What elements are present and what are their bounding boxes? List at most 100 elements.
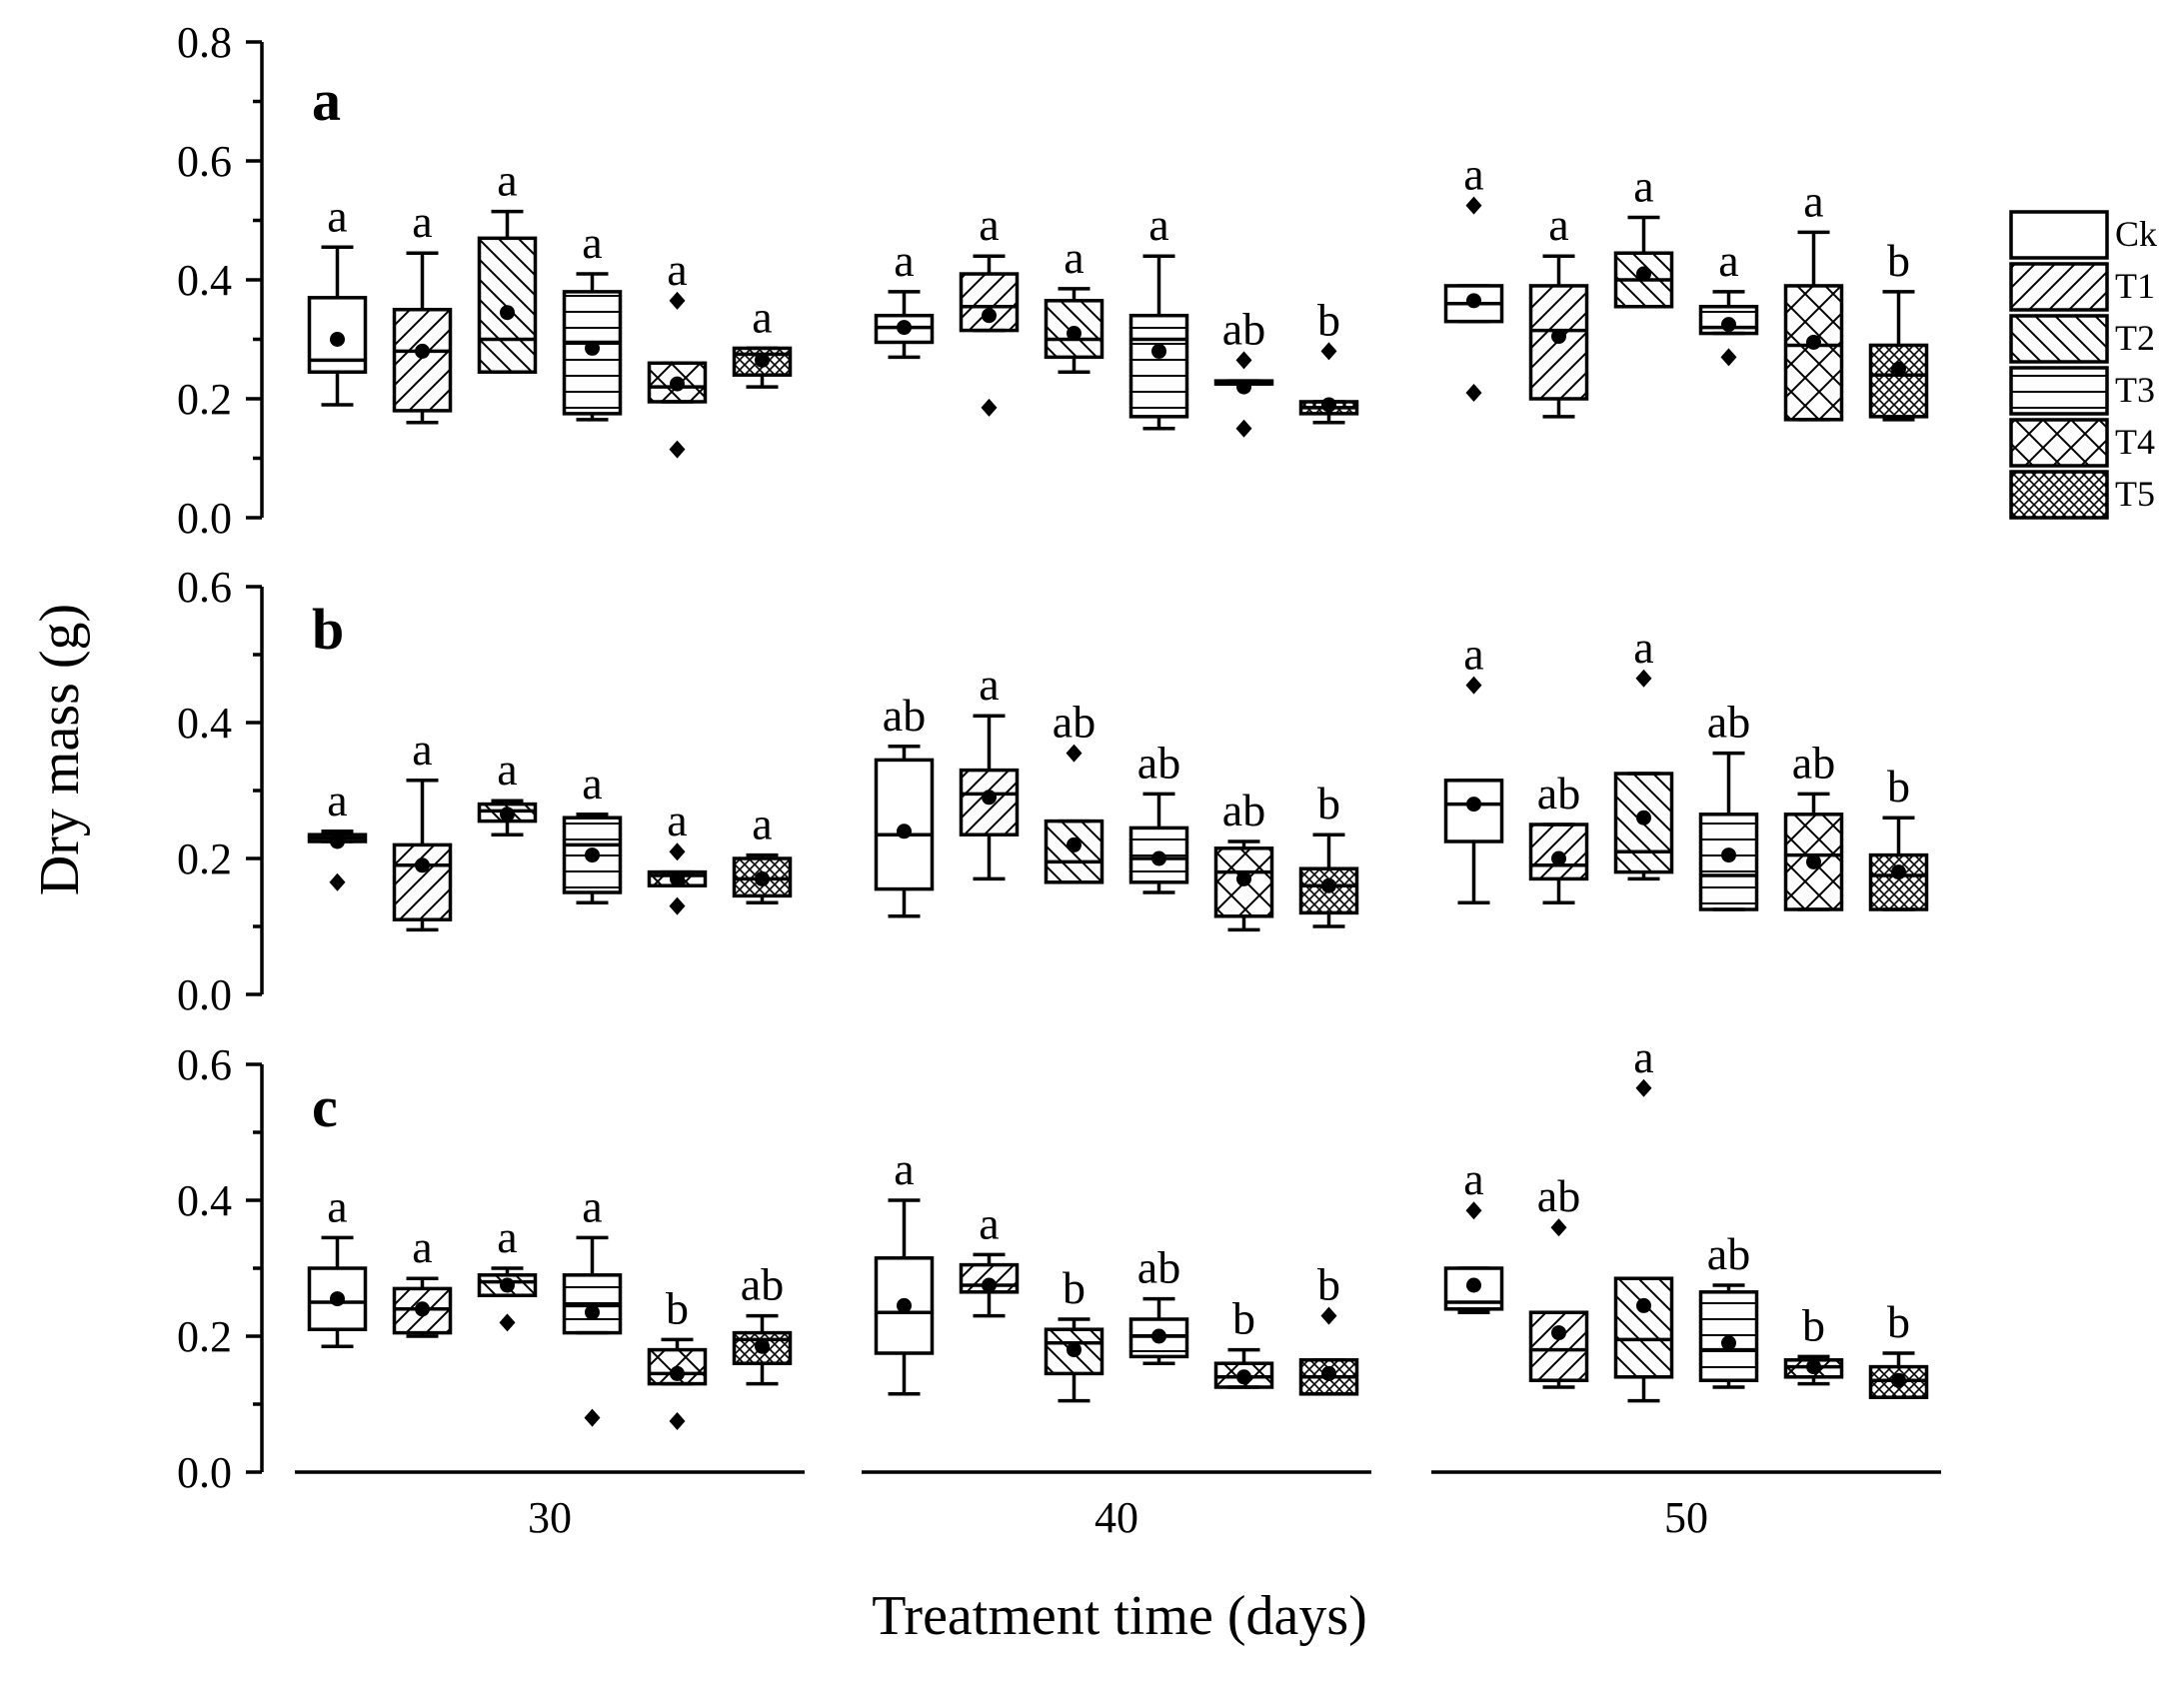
box-T2: a [1044,232,1104,374]
outlier-point [329,872,346,891]
box-T2: a [1613,622,1674,881]
outlier-point [669,291,686,310]
legend-item-T5: T5 [2009,470,2155,520]
outlier-point [1465,196,1482,215]
mean-point [330,834,345,849]
box-T1: a [959,199,1020,417]
panel-label: b [312,597,344,662]
box-T5: b [1298,1259,1359,1396]
x-tick-label: 50 [1664,1493,1708,1542]
significance-letter: a [979,1197,999,1248]
mean-point [415,857,430,873]
box-T5: b [1868,761,1929,911]
y-tick-label: 0.4 [177,1176,232,1225]
box-T4: ab [1213,785,1274,932]
mean-point [1151,1328,1166,1344]
panel-label: a [312,68,341,133]
mean-point [1721,317,1736,333]
significance-letter: ab [1222,303,1265,354]
mean-point [670,376,685,392]
significance-letter: a [1548,199,1568,250]
panel-label: c [312,1074,338,1139]
mean-point [1321,397,1336,413]
y-tick-label: 0.2 [177,835,232,883]
mean-point [1551,329,1566,345]
mean-point [982,1277,997,1293]
legend-label: T4 [2115,422,2155,462]
legend-item-Ck: Ck [2009,210,2157,260]
significance-letter: a [667,795,687,845]
box-body [1868,343,1929,419]
significance-letter: ab [1537,768,1580,819]
box-T3: a [562,217,623,422]
significance-letter: a [327,775,347,826]
box-body [1528,1310,1589,1382]
box-T2: a [477,155,538,374]
significance-letter: b [666,1282,689,1333]
significance-letter: a [1633,1031,1653,1082]
box-T1: a [959,659,1020,881]
mean-point [1551,1325,1566,1341]
y-tick-label: 0.0 [177,970,232,1019]
mean-point [897,824,912,840]
significance-letter: a [582,1180,602,1231]
box-T4: b [647,1282,708,1430]
box-T3: a [562,1180,623,1427]
mean-point [1151,850,1166,866]
significance-letter: b [1887,761,1910,812]
significance-letter: ab [1222,785,1265,836]
significance-letter: a [1633,622,1653,673]
legend-swatch [2009,210,2109,260]
significance-letter: a [412,1221,432,1272]
box-T5: ab [732,1259,793,1386]
box-T4: b [1783,1299,1844,1386]
box-T3: a [562,758,623,904]
box-T4: a [1783,175,1844,422]
mean-point [897,1297,912,1313]
box-T3: a [1128,199,1189,431]
outlier-point [1235,351,1252,370]
outlier-point [1320,1306,1337,1325]
legend-label: Ck [2115,214,2157,254]
legend-item-T2: T2 [2009,314,2155,364]
significance-letter: ab [1707,1228,1750,1279]
significance-letter: a [497,155,517,206]
box-T2: a [477,1211,538,1332]
significance-letter: b [1232,1293,1255,1344]
mean-point [670,870,685,886]
box-T2: a [1613,1031,1674,1403]
box-T3: ab [1698,697,1759,911]
box-T1: ab [1528,1170,1589,1389]
significance-letter: ab [1792,737,1835,788]
mean-point [1551,850,1566,866]
significance-letter: a [497,1211,517,1262]
legend: Ck T1 T2 T3 T4 T5 [2009,210,2157,520]
mean-point [1806,1359,1821,1375]
legend-swatch [2009,314,2109,364]
outlier-point [1720,348,1737,367]
box-T3: ab [1128,737,1189,894]
significance-letter: ab [1537,1170,1580,1221]
y-tick-label: 0.2 [177,1312,232,1361]
box-Ck: a [1443,149,1504,403]
mean-point [1891,864,1906,880]
box-T4: a [647,795,708,915]
mean-point [1721,1335,1736,1351]
mean-point [1891,1372,1906,1388]
significance-letter: a [412,724,432,775]
mean-point [897,320,912,336]
box-T1: ab [1528,768,1589,904]
legend-swatch [2009,418,2109,468]
box-T5: a [732,799,793,904]
significance-letter: a [894,1143,914,1194]
box-T2: a [1613,161,1674,309]
y-tick-label: 0.6 [177,137,232,186]
y-tick-label: 0.6 [177,563,232,612]
legend-label: T5 [2115,474,2155,514]
legend-label: T3 [2115,370,2155,410]
box-Ck: ab [874,690,935,918]
outlier-point [669,1412,686,1430]
mean-point [1466,1277,1481,1293]
mean-point [330,332,345,347]
